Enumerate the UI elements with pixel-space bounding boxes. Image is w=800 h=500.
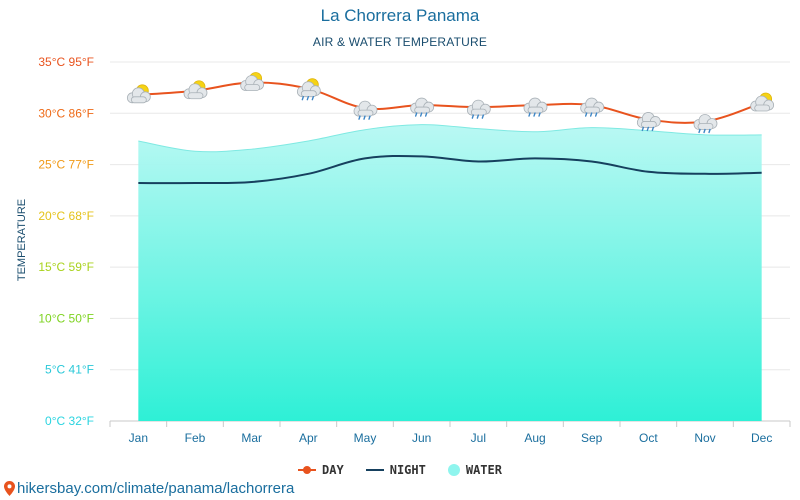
rain-cloud-icon bbox=[296, 78, 321, 101]
legend-night-label: NIGHT bbox=[389, 463, 426, 477]
y-tick-label-20: 20°C 68°F bbox=[38, 209, 94, 223]
water-area bbox=[138, 124, 762, 421]
source-link[interactable]: hikersbay.com/climate/panama/lachorrera bbox=[4, 480, 294, 497]
legend-item-day[interactable]: DAY bbox=[298, 463, 344, 477]
y-tick-label-35: 35°C 95°F bbox=[38, 55, 94, 69]
legend-water-label: WATER bbox=[465, 463, 502, 477]
x-tick-label-aug: Aug bbox=[524, 431, 545, 445]
x-tick-label-nov: Nov bbox=[694, 431, 715, 445]
y-tick-label-30: 30°C 86°F bbox=[38, 106, 94, 120]
x-tick-label-apr: Apr bbox=[299, 431, 318, 445]
night-line bbox=[138, 154, 762, 185]
y-tick-label-15: 15°C 59°F bbox=[38, 260, 94, 274]
y-tick-label-0: 0°C 32°F bbox=[45, 414, 94, 428]
legend-water-swatch bbox=[447, 464, 460, 476]
water-line bbox=[138, 124, 762, 153]
y-axis-label: TEMPERATURE bbox=[16, 199, 28, 281]
legend-day-swatch bbox=[298, 466, 317, 474]
x-tick-label-oct: Oct bbox=[639, 431, 658, 445]
legend-item-water[interactable]: WATER bbox=[447, 463, 502, 477]
chart-title: La Chorrera Panama bbox=[320, 6, 480, 25]
partly-cloudy-icon bbox=[183, 80, 208, 100]
x-tick-label-feb: Feb bbox=[185, 431, 206, 445]
legend: DAY NIGHT WATER bbox=[0, 463, 800, 477]
rain-cloud-icon bbox=[636, 112, 661, 132]
x-tick-label-jan: Jan bbox=[129, 431, 148, 445]
y-tick-label-25: 25°C 77°F bbox=[38, 158, 94, 172]
source-url: hikersbay.com/climate/panama/lachorrera bbox=[17, 480, 295, 497]
y-tick-label-10: 10°C 50°F bbox=[38, 311, 94, 325]
y-tick-label-5: 5°C 41°F bbox=[45, 363, 94, 377]
rain-cloud-icon bbox=[466, 99, 491, 119]
x-tick-label-jul: Jul bbox=[471, 431, 486, 445]
partly-cloudy-icon bbox=[126, 84, 151, 104]
location-pin-icon bbox=[4, 481, 15, 496]
day-line bbox=[138, 81, 762, 124]
x-tick-label-sep: Sep bbox=[581, 431, 603, 445]
x-tick-label-dec: Dec bbox=[751, 431, 772, 445]
legend-item-night[interactable]: NIGHT bbox=[365, 463, 426, 477]
partly-cloudy-icon bbox=[240, 72, 265, 91]
rain-cloud-icon bbox=[353, 100, 378, 120]
chart-subtitle: AIR & WATER TEMPERATURE bbox=[312, 35, 488, 49]
x-tick-label-may: May bbox=[354, 431, 377, 445]
x-tick-label-mar: Mar bbox=[241, 431, 262, 445]
partly-cloudy-icon bbox=[750, 92, 775, 112]
x-tick-label-jun: Jun bbox=[412, 431, 431, 445]
legend-night-swatch bbox=[365, 469, 384, 471]
legend-day-label: DAY bbox=[322, 463, 344, 477]
rain-cloud-icon bbox=[693, 114, 718, 134]
